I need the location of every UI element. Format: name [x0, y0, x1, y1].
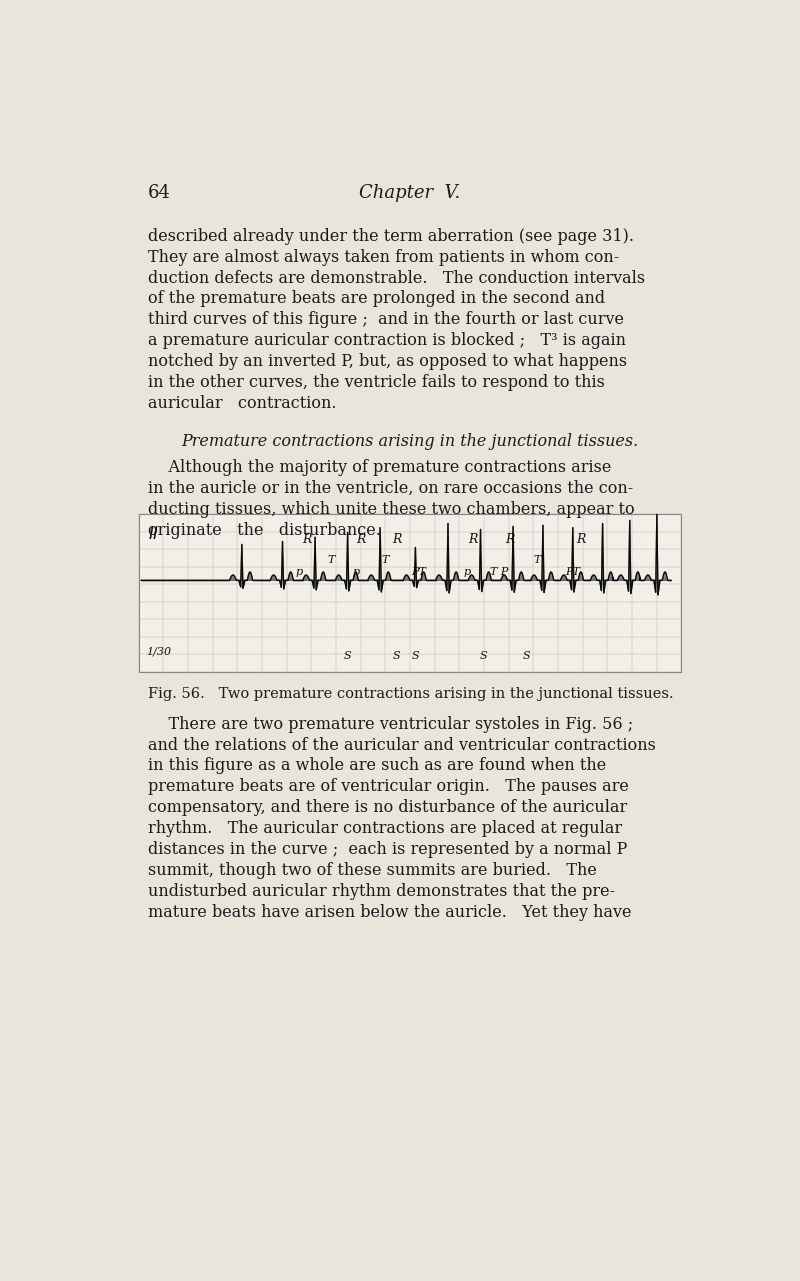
Text: p: p	[295, 567, 302, 578]
Text: 64: 64	[148, 183, 171, 201]
Text: p: p	[352, 567, 359, 578]
Text: in the other curves, the ventricle fails to respond to this: in the other curves, the ventricle fails…	[148, 374, 605, 391]
Text: 1/30: 1/30	[146, 646, 172, 656]
Text: S: S	[479, 651, 487, 661]
Text: auricular   contraction.: auricular contraction.	[148, 396, 337, 412]
Text: compensatory, and there is no disturbance of the auricular: compensatory, and there is no disturbanc…	[148, 799, 627, 816]
Text: in this figure as a whole are such as are found when the: in this figure as a whole are such as ar…	[148, 757, 606, 775]
Text: R: R	[506, 533, 515, 546]
Text: T: T	[328, 555, 335, 565]
Text: duction defects are demonstrable.   The conduction intervals: duction defects are demonstrable. The co…	[148, 269, 645, 287]
Text: distances in the curve ;  each is represented by a normal P: distances in the curve ; each is represe…	[148, 842, 627, 858]
Text: There are two premature ventricular systoles in Fig. 56 ;: There are two premature ventricular syst…	[148, 716, 634, 733]
Text: R: R	[392, 533, 401, 546]
Text: PT: PT	[566, 567, 580, 578]
Text: of the premature beats are prolonged in the second and: of the premature beats are prolonged in …	[148, 291, 605, 307]
Text: notched by an inverted P, but, as opposed to what happens: notched by an inverted P, but, as oppose…	[148, 354, 627, 370]
Text: Chapter  V.: Chapter V.	[359, 183, 461, 201]
Text: R: R	[302, 533, 312, 546]
Text: T P: T P	[490, 567, 509, 578]
Text: R: R	[576, 533, 586, 546]
Text: described already under the term aberration (see page 31).: described already under the term aberrat…	[148, 228, 634, 245]
Text: $\mathit{II}$: $\mathit{II}$	[148, 525, 159, 543]
Text: premature beats are of ventricular origin.   The pauses are: premature beats are of ventricular origi…	[148, 779, 629, 796]
Text: a premature auricular contraction is blocked ;   T³ is again: a premature auricular contraction is blo…	[148, 332, 626, 350]
Text: Premature contractions arising in the junctional tissues.: Premature contractions arising in the ju…	[182, 433, 638, 450]
Text: R: R	[468, 533, 477, 546]
Text: T: T	[382, 555, 390, 565]
Text: PT: PT	[410, 567, 426, 578]
Text: rhythm.   The auricular contractions are placed at regular: rhythm. The auricular contractions are p…	[148, 820, 622, 838]
Text: originate   the   disturbance.: originate the disturbance.	[148, 521, 381, 539]
Text: Fig. 56.   Two premature contractions arising in the junctional tissues.: Fig. 56. Two premature contractions aris…	[148, 688, 674, 701]
Text: summit, though two of these summits are buried.   The: summit, though two of these summits are …	[148, 862, 597, 879]
Text: T: T	[534, 555, 541, 565]
Text: S: S	[393, 651, 400, 661]
Text: S: S	[412, 651, 419, 661]
Text: third curves of this figure ;  and in the fourth or last curve: third curves of this figure ; and in the…	[148, 311, 624, 328]
Text: R: R	[357, 533, 366, 546]
Text: They are almost always taken from patients in whom con-: They are almost always taken from patien…	[148, 249, 619, 265]
Text: Although the majority of premature contractions arise: Although the majority of premature contr…	[148, 459, 611, 477]
Text: mature beats have arisen below the auricle.   Yet they have: mature beats have arisen below the auric…	[148, 904, 631, 921]
Text: in the auricle or in the ventricle, on rare occasions the con-: in the auricle or in the ventricle, on r…	[148, 480, 634, 497]
Bar	[138, 514, 682, 673]
Text: S: S	[523, 651, 530, 661]
Text: S: S	[344, 651, 351, 661]
Text: undisturbed auricular rhythm demonstrates that the pre-: undisturbed auricular rhythm demonstrate…	[148, 883, 615, 901]
Text: and the relations of the auricular and ventricular contractions: and the relations of the auricular and v…	[148, 737, 656, 753]
Text: ducting tissues, which unite these two chambers, appear to: ducting tissues, which unite these two c…	[148, 501, 634, 518]
Text: p: p	[463, 567, 470, 578]
